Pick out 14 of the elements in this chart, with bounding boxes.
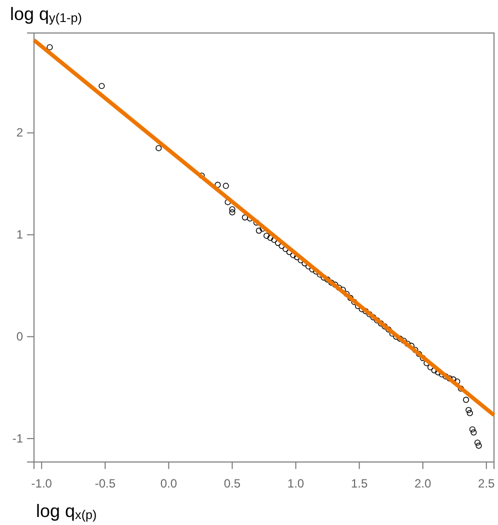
x-tick-label: -1.0 xyxy=(31,476,52,491)
y-tick-label: 1 xyxy=(16,228,24,242)
x-tick-label: 0.0 xyxy=(160,476,178,491)
y-axis-title: log q$_{y(1-p)}$ xyxy=(10,4,82,25)
x-tick-label: 1.0 xyxy=(287,476,304,491)
x-tick-label: 2.5 xyxy=(478,476,496,491)
y-tick-label: -1 xyxy=(12,431,24,446)
x-tick-label: -0.5 xyxy=(94,476,116,491)
x-tick-label: 1.5 xyxy=(350,476,368,491)
y-tick-label: 0 xyxy=(16,330,24,344)
x-axis-title: log q$_{x(p)}$ xyxy=(36,501,97,522)
x-tick-label: 2.0 xyxy=(414,476,432,491)
y-tick-label: 2 xyxy=(16,126,24,140)
x-tick-label: 0.5 xyxy=(224,476,241,491)
